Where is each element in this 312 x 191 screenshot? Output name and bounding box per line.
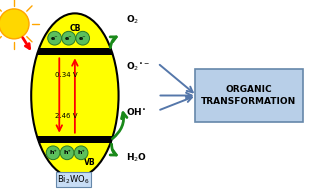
Ellipse shape [0, 9, 29, 39]
Text: h⁺: h⁺ [49, 150, 57, 155]
Bar [38, 136, 112, 143]
Ellipse shape [48, 31, 61, 45]
Text: OH$^{\bullet}$: OH$^{\bullet}$ [126, 106, 147, 117]
Ellipse shape [46, 146, 60, 160]
Text: h⁺: h⁺ [77, 150, 85, 155]
Text: VB: VB [84, 158, 96, 167]
Text: Bi$_2$WO$_6$: Bi$_2$WO$_6$ [57, 174, 90, 186]
Ellipse shape [76, 31, 90, 45]
Text: h⁺: h⁺ [63, 150, 71, 155]
Text: ORGANIC
TRANSFORMATION: ORGANIC TRANSFORMATION [201, 85, 296, 106]
Ellipse shape [31, 13, 119, 178]
Ellipse shape [74, 146, 88, 160]
Text: O$_2$$^{\bullet-}$: O$_2$$^{\bullet-}$ [126, 61, 150, 73]
Text: H$_2$O: H$_2$O [126, 151, 148, 164]
Text: CB: CB [69, 24, 80, 33]
Bar [38, 48, 112, 55]
Ellipse shape [62, 31, 76, 45]
Text: O$_2$: O$_2$ [126, 14, 139, 26]
Ellipse shape [60, 146, 74, 160]
Text: 2.46 V: 2.46 V [55, 112, 77, 119]
Text: 0.34 V: 0.34 V [55, 72, 77, 79]
Text: e⁻: e⁻ [65, 36, 72, 41]
Text: e⁻: e⁻ [79, 36, 86, 41]
FancyBboxPatch shape [195, 69, 303, 122]
Text: e⁻: e⁻ [51, 36, 58, 41]
